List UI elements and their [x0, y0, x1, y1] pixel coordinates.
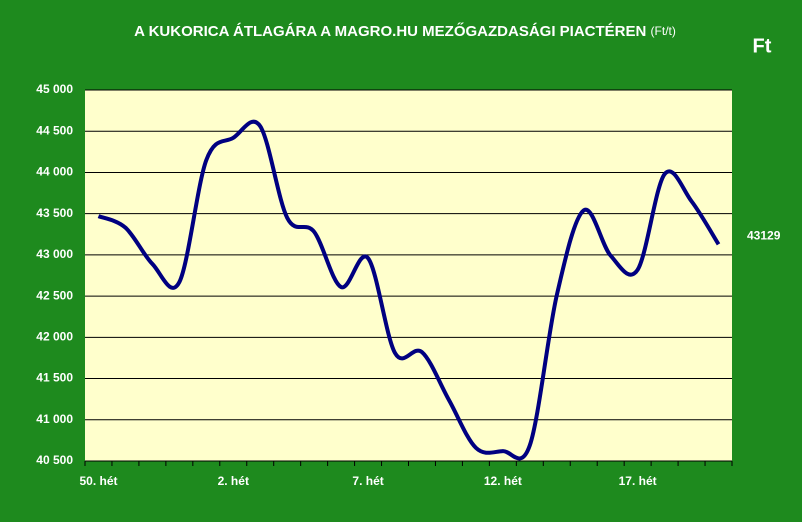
chart-title: A KUKORICA ÁTLAGÁRA A MAGRO.HU MEZŐGAZDA…: [134, 22, 676, 40]
unit-label: Ft: [753, 35, 772, 57]
x-tick-label: 7. hét: [352, 474, 383, 488]
y-tick-label: 43 000: [36, 247, 73, 261]
y-tick-label: 40 500: [36, 453, 73, 467]
x-tick-label: 12. hét: [484, 474, 522, 488]
price-line: [97, 119, 721, 461]
y-tick-label: 43 500: [36, 206, 73, 220]
y-tick-label: 41 500: [36, 371, 73, 385]
last-value-label: 43129: [747, 228, 781, 242]
y-tick-label: 42 000: [36, 330, 73, 344]
x-tick-label: 2. hét: [218, 474, 249, 488]
y-tick-label: 44 000: [36, 165, 73, 179]
y-tick-label: 42 500: [36, 288, 73, 302]
y-tick-label: 45 000: [36, 82, 73, 96]
x-tick-label: 17. hét: [619, 474, 657, 488]
title-unit: (Ft/t): [651, 24, 676, 38]
x-tick-label: 50. hét: [79, 474, 117, 488]
plot-area: [85, 90, 732, 461]
title-text: A KUKORICA ÁTLAGÁRA A MAGRO.HU MEZŐGAZDA…: [134, 22, 646, 40]
y-tick-label: 44 500: [36, 123, 73, 137]
y-tick-label: 41 000: [36, 412, 73, 426]
